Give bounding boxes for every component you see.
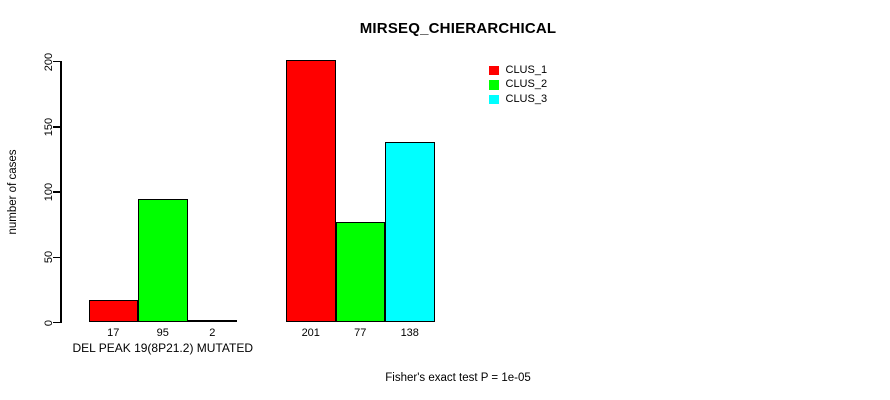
bar-value-label: 138 — [400, 327, 419, 339]
bar-clus_3-group2 — [385, 142, 435, 323]
y-tick-label: 100 — [43, 182, 55, 202]
y-tick-label: 0 — [43, 319, 55, 326]
bar-value-label: 17 — [107, 327, 120, 339]
y-axis — [60, 61, 62, 323]
bar-clus_2-group1 — [138, 198, 188, 323]
legend-swatch-clus_1 — [489, 65, 499, 75]
bar-value-label: 2 — [209, 327, 216, 339]
legend-label: CLUS_3 — [505, 92, 548, 105]
legend-label: CLUS_2 — [505, 78, 548, 91]
bar-value-label: 201 — [301, 327, 320, 339]
legend-item-clus_3: CLUS_3 — [489, 92, 547, 107]
annotation: Fisher's exact test P = 1e-05 — [385, 372, 531, 384]
bar-clus_3-group1 — [187, 319, 237, 323]
chart-title: MIRSEQ_CHIERARCHICAL — [359, 20, 557, 37]
group-label: DEL PEAK 19(8P21.2) MUTATED — [72, 341, 253, 355]
y-tick — [53, 126, 60, 128]
y-tick — [53, 191, 60, 193]
y-tick — [53, 256, 60, 258]
bar-clus_1-group1 — [88, 300, 138, 323]
y-tick — [53, 321, 60, 324]
bar-clus_2-group2 — [335, 222, 385, 323]
y-tick — [53, 60, 60, 63]
y-axis-label: number of cases — [7, 149, 19, 235]
bar-value-label: 77 — [354, 327, 367, 339]
legend: CLUS_1 CLUS_2 CLUS_3 — [489, 63, 547, 107]
legend-label: CLUS_1 — [505, 63, 548, 76]
legend-swatch-clus_3 — [489, 94, 499, 104]
y-tick-label: 200 — [43, 52, 55, 71]
y-tick-label: 150 — [43, 117, 55, 136]
legend-item-clus_2: CLUS_2 — [489, 78, 547, 93]
legend-item-clus_1: CLUS_1 — [489, 63, 547, 78]
y-tick-label: 50 — [43, 251, 55, 264]
bar-clus_1-group2 — [286, 60, 336, 323]
legend-swatch-clus_2 — [489, 80, 499, 90]
bar-value-label: 95 — [156, 327, 169, 339]
